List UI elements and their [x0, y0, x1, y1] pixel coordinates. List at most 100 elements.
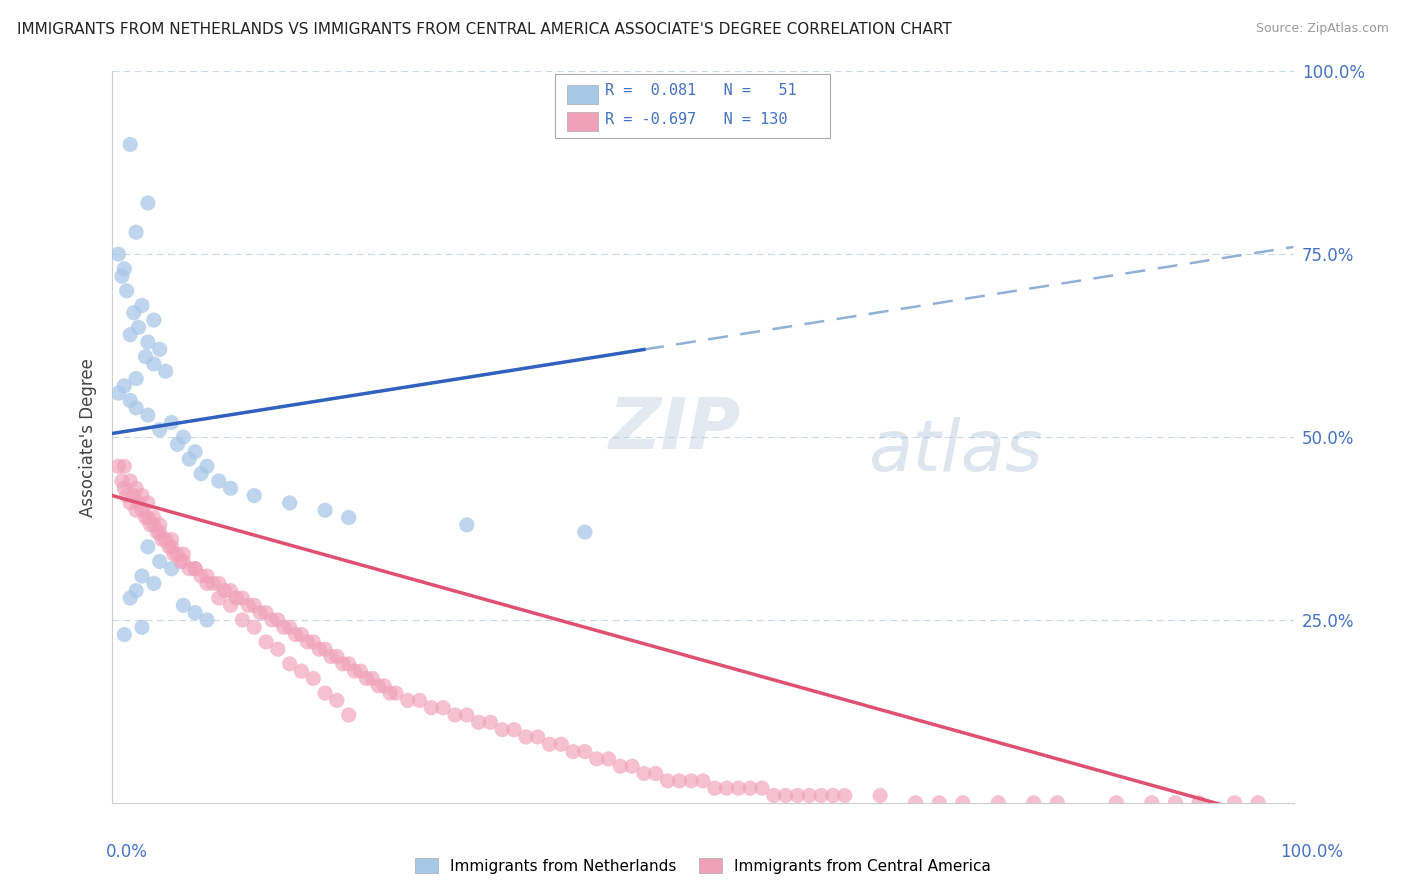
Point [740, 781, 762, 796]
Point [131, 569, 153, 583]
Point [337, 510, 360, 524]
Point [308, 642, 330, 657]
Point [598, 752, 620, 766]
Point [254, 606, 277, 620]
Point [120, 474, 142, 488]
Point [125, 583, 148, 598]
Point [249, 606, 271, 620]
Point [716, 781, 738, 796]
Point [142, 510, 165, 524]
Point [799, 789, 821, 803]
Point [166, 547, 188, 561]
Point [904, 796, 927, 810]
Point [243, 620, 266, 634]
Point [172, 547, 194, 561]
Point [184, 562, 207, 576]
Point [1164, 796, 1187, 810]
Point [149, 343, 172, 357]
Point [834, 789, 856, 803]
Point [786, 789, 808, 803]
Point [343, 664, 366, 678]
Point [172, 554, 194, 568]
Point [952, 796, 974, 810]
Point [172, 430, 194, 444]
Point [456, 517, 478, 532]
Point [928, 796, 950, 810]
Point [149, 423, 172, 437]
Point [319, 649, 342, 664]
Point [107, 459, 129, 474]
Point [131, 620, 153, 634]
Point [125, 401, 148, 415]
Point [574, 745, 596, 759]
Point [692, 773, 714, 788]
Point [821, 789, 844, 803]
Text: R =  0.081   N =   51: R = 0.081 N = 51 [605, 83, 796, 98]
Point [231, 591, 253, 605]
Point [136, 496, 159, 510]
Point [131, 298, 153, 312]
Point [526, 730, 548, 744]
Point [1022, 796, 1045, 810]
Point [727, 781, 749, 796]
Point [775, 789, 797, 803]
Point [149, 517, 172, 532]
Point [184, 444, 207, 458]
Point [120, 137, 142, 152]
Point [290, 664, 312, 678]
Point [170, 554, 193, 568]
Point [326, 649, 349, 664]
Point [337, 708, 360, 723]
Point [396, 693, 419, 707]
Point [869, 789, 891, 803]
Point [361, 672, 384, 686]
Point [184, 562, 207, 576]
Point [127, 320, 149, 334]
Point [491, 723, 513, 737]
Point [195, 459, 218, 474]
Point [125, 481, 148, 495]
Point [1188, 796, 1211, 810]
Point [160, 562, 183, 576]
Point [349, 664, 371, 678]
Point [314, 642, 336, 657]
Text: ZIP: ZIP [609, 395, 741, 464]
Point [131, 489, 153, 503]
Point [314, 686, 336, 700]
Point [420, 700, 443, 714]
Point [574, 525, 596, 540]
Point [160, 540, 183, 554]
Point [479, 715, 502, 730]
Text: 0.0%: 0.0% [105, 843, 148, 861]
Point [149, 554, 172, 568]
Point [585, 752, 607, 766]
Point [195, 569, 218, 583]
Point [751, 781, 773, 796]
Point [373, 679, 395, 693]
Point [142, 517, 165, 532]
Point [1046, 796, 1069, 810]
Point [367, 679, 389, 693]
Point [190, 467, 212, 481]
Point [1223, 796, 1246, 810]
Point [166, 437, 188, 451]
Point [432, 700, 454, 714]
Point [131, 503, 153, 517]
Point [810, 789, 832, 803]
Point [179, 452, 201, 467]
Point [550, 737, 572, 751]
Point [195, 576, 218, 591]
Point [179, 562, 201, 576]
Text: IMMIGRANTS FROM NETHERLANDS VS IMMIGRANTS FROM CENTRAL AMERICA ASSOCIATE'S DEGRE: IMMIGRANTS FROM NETHERLANDS VS IMMIGRANT… [17, 22, 952, 37]
Point [208, 576, 231, 591]
Point [538, 737, 561, 751]
Legend: Immigrants from Netherlands, Immigrants from Central America: Immigrants from Netherlands, Immigrants … [409, 852, 997, 880]
Point [115, 284, 138, 298]
Point [290, 627, 312, 641]
Point [155, 364, 177, 378]
Point [208, 474, 231, 488]
Point [160, 416, 183, 430]
Point [136, 196, 159, 211]
Point [195, 613, 218, 627]
Point [238, 599, 260, 613]
